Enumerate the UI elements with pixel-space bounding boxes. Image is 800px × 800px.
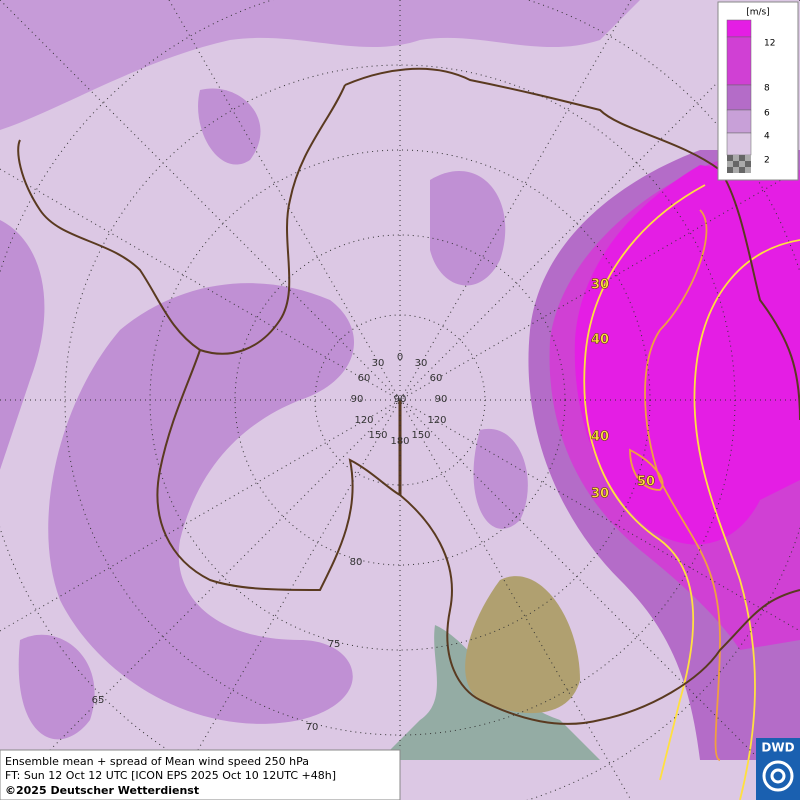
contour-label: 50: [637, 475, 655, 490]
legend-swatch: [726, 109, 752, 134]
graticule-label: 90: [394, 394, 407, 405]
graticule-label: 120: [354, 415, 373, 426]
legend-checker: [733, 161, 739, 167]
graticule-label: 80: [350, 557, 363, 568]
legend-swatch: [726, 84, 752, 111]
legend-checker: [745, 155, 751, 161]
legend-checker: [727, 161, 733, 167]
contours: [583, 184, 800, 800]
contour-labels: 30 40 40 30 50: [591, 277, 656, 502]
graticule-label: 180: [390, 436, 409, 447]
legend-swatch: [726, 19, 752, 38]
legend-checker: [727, 167, 733, 173]
footer-copyright: ©2025 Deutscher Wetterdienst: [5, 784, 199, 797]
legend-swatch: [726, 36, 752, 86]
graticule-label: 90: [351, 394, 364, 405]
contour-label: 40: [591, 333, 609, 348]
legend-checker: [733, 167, 739, 173]
legend-checker: [727, 155, 733, 161]
footer: Ensemble mean + spread of Mean wind spee…: [0, 749, 401, 800]
graticule-label: 65: [92, 695, 105, 706]
graticule-label: 120: [427, 415, 446, 426]
legend-checker: [745, 161, 751, 167]
logo-text: DWD: [761, 741, 794, 755]
terrain: [465, 576, 580, 714]
legend-unit: [m/s]: [746, 8, 770, 18]
legend-swatch: [726, 132, 752, 156]
wind-shading: [0, 0, 640, 740]
legend-label: 4: [764, 132, 770, 142]
graticule-label: 150: [411, 430, 430, 441]
dwd-logo: DWD: [756, 738, 800, 800]
graticule-label: 0: [397, 352, 403, 363]
logo-swirl: [762, 760, 794, 792]
legend: [m/s] 12 8 6 4 2: [717, 1, 799, 181]
graticule-label: 70: [306, 722, 319, 733]
legend-label: 8: [764, 84, 770, 94]
legend-label: 12: [764, 39, 775, 49]
legend-checker: [739, 155, 745, 161]
contour-label: 40: [591, 430, 609, 445]
contour-label: 30: [591, 278, 609, 293]
graticule-label: 60: [430, 373, 443, 384]
legend-checker: [733, 155, 739, 161]
legend-checker: [739, 167, 745, 173]
legend-checker: [739, 161, 745, 167]
legend-label: 6: [764, 109, 770, 119]
logo-swirl-inner: [770, 768, 786, 784]
footer-title: Ensemble mean + spread of Mean wind spee…: [5, 755, 309, 768]
graticule-label: 75: [328, 639, 341, 650]
footer-forecast: FT: Sun 12 Oct 12 UTC [ICON EPS 2025 Oct…: [5, 769, 336, 782]
contour-label: 30: [591, 487, 609, 502]
legend-label: 2: [764, 156, 770, 166]
legend-checker: [745, 167, 751, 173]
graticule-label: 90: [435, 394, 448, 405]
footer-box: [0, 749, 401, 800]
coastline: [17, 67, 800, 725]
graticule-label: 60: [358, 373, 371, 384]
graticule-label: 30: [415, 358, 428, 369]
graticule-label: 30: [372, 358, 385, 369]
graticule-label: 150: [368, 430, 387, 441]
